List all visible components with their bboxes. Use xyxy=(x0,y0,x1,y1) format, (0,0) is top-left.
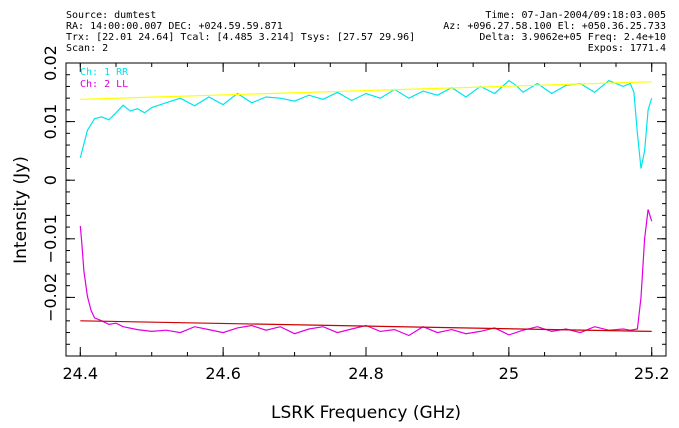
x-tick-label: 24.4 xyxy=(62,364,98,383)
x-tick-label: 24.8 xyxy=(348,364,384,383)
x-axis-label: LSRK Frequency (GHz) xyxy=(271,403,461,423)
header-radec: RA: 14:00:00.007 DEC: +024.59.59.871 xyxy=(66,21,283,32)
tick-labels: 24.4 24.6 24.8 25 25.2 −0.02 −0.01 0 0.01 0.02 xyxy=(41,45,670,383)
header-azel: Az: +096.27.58.100 El: +050.36.25.733 xyxy=(443,21,666,32)
y-tick-label: 0.01 xyxy=(41,104,60,140)
series-line-2 xyxy=(80,81,652,100)
legend-ch1: Ch: 1 RR xyxy=(80,67,129,78)
plot-frame xyxy=(65,62,667,357)
header-trx: Trx: [22.01 24.64] Tcal: [4.485 3.214] T… xyxy=(66,32,415,43)
series-layer xyxy=(79,79,653,337)
y-tick-label: −0.02 xyxy=(41,273,60,322)
y-tick-label: −0.01 xyxy=(41,214,60,263)
y-axis-label: Intensity (Jy) xyxy=(11,156,31,264)
series-line-1 xyxy=(79,209,653,337)
x-tick-label: 25.2 xyxy=(634,364,670,383)
x-tick-label: 25 xyxy=(499,364,519,383)
header-delta-freq: Delta: 3.9062e+05 Freq: 2.4e+10 xyxy=(479,32,666,43)
series-line-3 xyxy=(80,320,652,332)
header-expos: Expos: 1771.4 xyxy=(588,43,666,54)
header-time: Time: 07-Jan-2004/09:18:03.005 xyxy=(485,10,666,21)
legend-ch2: Ch: 2 LL xyxy=(80,79,128,90)
axis-ticks xyxy=(66,62,666,357)
header-scan: Scan: 2 xyxy=(66,43,108,54)
header-source: Source: dumtest xyxy=(66,10,156,21)
x-tick-label: 24.6 xyxy=(205,364,241,383)
series-line-0 xyxy=(79,79,653,169)
y-tick-label: 0 xyxy=(41,175,60,185)
y-tick-label: 0.02 xyxy=(41,45,60,81)
